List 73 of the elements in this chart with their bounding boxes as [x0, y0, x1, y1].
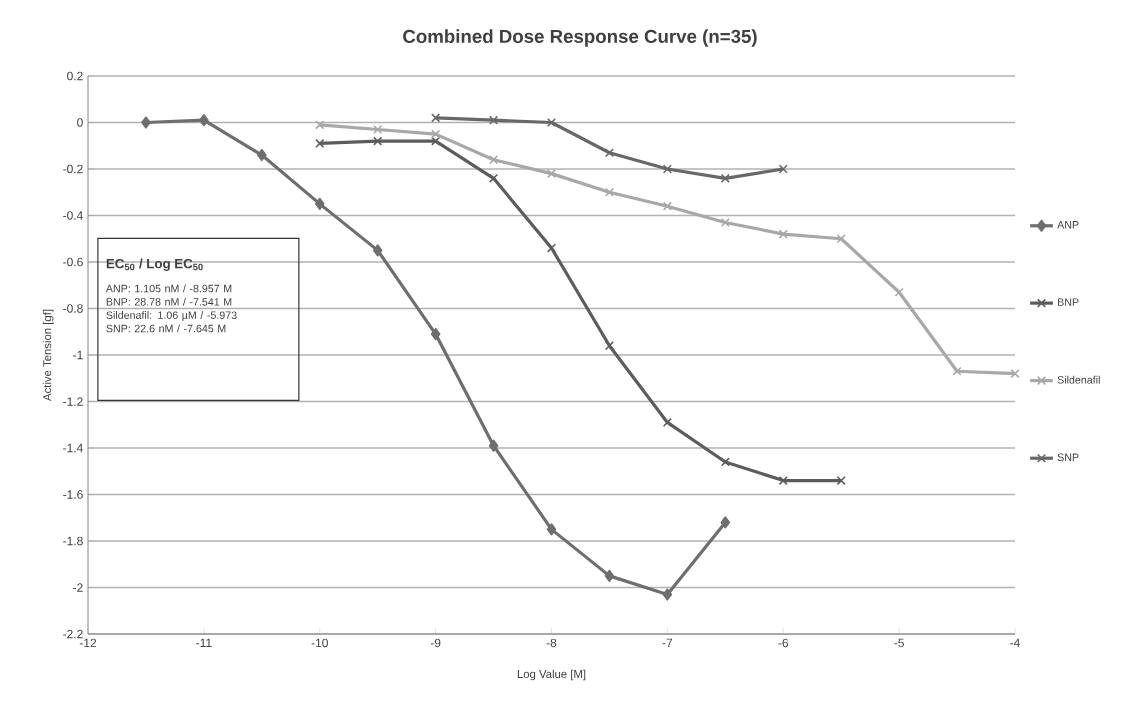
- y-tick-label: -1: [73, 350, 83, 360]
- y-tick-label: 0.2: [67, 71, 83, 81]
- point: [662, 588, 673, 601]
- point: [488, 155, 499, 165]
- x-tick-label: -4: [1010, 638, 1020, 647]
- chart-title: Combined Dose Response Curve (n=35): [403, 29, 757, 47]
- x-tick-label: -11: [196, 638, 212, 647]
- x-tick-label: -5: [894, 638, 904, 648]
- point: [720, 457, 730, 467]
- y-tick-label: -0.8: [63, 304, 83, 313]
- y-tick-label: 0: [77, 118, 83, 127]
- x-axis-title: Log Value [M]: [517, 669, 586, 681]
- y-tick-label: -2.2: [63, 629, 83, 639]
- point: [894, 287, 904, 297]
- point: [546, 243, 557, 253]
- point: [373, 136, 383, 146]
- x-tick-label: -7: [662, 638, 673, 647]
- point: [488, 439, 499, 452]
- legend-label: Sildenafil: [1057, 375, 1100, 384]
- point: [778, 229, 788, 239]
- y-tick-label: -1.6: [63, 490, 83, 499]
- point: [430, 327, 441, 341]
- y-tick-label: -1.4: [63, 443, 83, 453]
- point: [372, 244, 383, 257]
- point: [373, 124, 383, 135]
- point: [720, 516, 731, 529]
- point: [952, 366, 962, 376]
- y-tick-label: -0.2: [63, 164, 83, 174]
- point: [720, 173, 730, 183]
- annotation: BNP: 28.78 nM / -7.541 M: [106, 297, 232, 306]
- point: [199, 114, 209, 127]
- x-tick-label: -6: [778, 638, 789, 648]
- point: [546, 169, 557, 179]
- y-tick-label: -0.6: [63, 257, 83, 267]
- point: [488, 115, 499, 125]
- point: [720, 217, 730, 228]
- point: [546, 117, 557, 128]
- point: [257, 148, 267, 162]
- point: [836, 475, 846, 486]
- point: [604, 148, 615, 158]
- legend-label: BNP: [1058, 298, 1079, 306]
- annotation: SNP: 22.6 nM / -7.645 M: [106, 324, 226, 333]
- annotation: Sildenafil: 1.06 µM / -5.973: [106, 311, 237, 322]
- y-tick-label: -0.4: [63, 211, 83, 220]
- point: [1010, 369, 1020, 379]
- point: [836, 234, 846, 244]
- point: [604, 569, 615, 583]
- point: [141, 116, 151, 129]
- point: [778, 475, 788, 486]
- point: [431, 136, 441, 146]
- point: [315, 120, 325, 130]
- point: [604, 187, 615, 197]
- y-tick-label: -2: [73, 583, 83, 592]
- point: [546, 523, 557, 536]
- point: [314, 197, 325, 211]
- x-tick-label: -9: [430, 638, 441, 648]
- y-tick-label: -1.8: [63, 536, 83, 546]
- x-tick-label: -8: [546, 638, 557, 648]
- point: [662, 164, 672, 174]
- point: [315, 138, 325, 148]
- point: [604, 341, 615, 351]
- y-axis-title: Active Tension [gf]: [42, 309, 54, 401]
- point: [778, 164, 788, 174]
- annotation: ANP: 1.105 nM / -8.957 M: [105, 284, 232, 293]
- point: [431, 129, 441, 139]
- legend-label: SNP: [1057, 453, 1079, 462]
- point: [431, 113, 441, 123]
- annotation: EC$_{50}$ / Log EC$_{50}$: [106, 258, 203, 272]
- point: [662, 201, 672, 211]
- y-tick-label: -1.2: [63, 397, 83, 406]
- x-tick-label: -12: [79, 638, 97, 648]
- legend-label: ANP: [1057, 221, 1079, 229]
- x-tick-label: -10: [311, 638, 328, 648]
